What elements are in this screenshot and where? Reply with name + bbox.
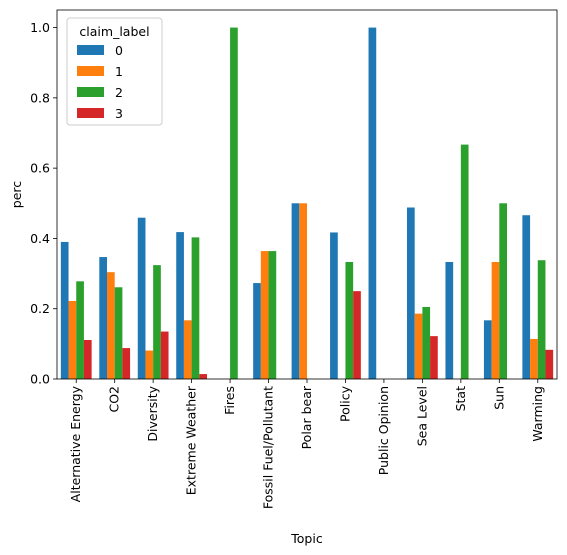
- bar-2-0: [76, 281, 84, 379]
- bar-1-11: [491, 261, 500, 379]
- bar-1-1: [107, 272, 115, 379]
- x-tick-label: Polar bear: [299, 385, 314, 449]
- bar-1-12: [530, 338, 538, 379]
- bar-2-4: [230, 27, 238, 379]
- bar-2-1: [114, 287, 123, 379]
- bar-1-0: [68, 300, 77, 379]
- bar-1-6: [299, 203, 307, 379]
- bar-1-9: [414, 313, 423, 379]
- bar-3-7: [353, 291, 361, 379]
- y-tick-label: 0.0: [30, 372, 50, 387]
- bar-3-9: [430, 336, 438, 379]
- bar-2-5: [268, 251, 277, 379]
- bar-2-7: [345, 261, 354, 379]
- x-tick-label: Warming: [530, 386, 545, 442]
- x-tick-label: Stat: [453, 386, 468, 411]
- legend-swatch-2: [77, 87, 104, 97]
- plot-frame: [56, 9, 558, 380]
- bar-0-12: [522, 215, 531, 379]
- bar-2-10: [460, 144, 469, 379]
- bar-2-9: [422, 306, 431, 379]
- bar-0-3: [176, 232, 184, 379]
- x-tick-label: Public Opinion: [376, 386, 391, 475]
- legend-swatch-0: [77, 45, 104, 55]
- legend: claim_label 0 1 2 3: [66, 17, 163, 126]
- x-axis-label: Topic: [290, 531, 323, 546]
- bar-1-5: [260, 251, 269, 379]
- legend-swatch-1: [77, 66, 104, 76]
- bar-2-12: [537, 260, 546, 379]
- x-tick-label: Fires: [222, 386, 237, 415]
- legend-entry-1: 1: [115, 64, 123, 79]
- bar-2-2: [153, 265, 161, 379]
- legend-box: [66, 17, 163, 126]
- bar-3-0: [83, 339, 92, 379]
- bar-0-8: [368, 27, 377, 379]
- y-axis-ticks: 0.0 0.2 0.4 0.6 0.8 1.0: [30, 20, 57, 387]
- x-tick-label: CO2: [107, 386, 122, 413]
- bar-0-6: [291, 203, 300, 379]
- y-tick-label: 0.2: [30, 301, 50, 316]
- bar-3-12: [545, 349, 554, 379]
- bar-0-10: [445, 261, 454, 379]
- bar-1-3: [183, 320, 192, 379]
- legend-entry-0: 0: [115, 43, 123, 58]
- bar-0-11: [483, 320, 492, 379]
- y-tick-label: 0.8: [30, 90, 50, 105]
- x-tick-label: Extreme Weather: [184, 385, 199, 495]
- legend-title: claim_label: [79, 24, 149, 39]
- bar-0-0: [60, 241, 69, 379]
- bars-layer: [60, 27, 554, 379]
- bar-2-3: [191, 237, 200, 379]
- x-tick-label: Diversity: [145, 385, 160, 441]
- bar-0-5: [253, 283, 261, 379]
- x-tick-label: Sun: [491, 386, 506, 410]
- legend-entry-2: 2: [115, 85, 123, 100]
- legend-entry-3: 3: [115, 106, 123, 121]
- bar-3-1: [122, 348, 131, 379]
- y-tick-label: 1.0: [30, 20, 50, 35]
- legend-items: 0 1 2 3: [77, 43, 123, 121]
- bar-3-3: [199, 374, 207, 379]
- bar-1-2: [145, 350, 154, 379]
- x-tick-label: Sea Level: [414, 386, 429, 446]
- bar-3-2: [160, 331, 169, 379]
- bar-0-2: [137, 217, 146, 379]
- legend-swatch-3: [77, 108, 104, 118]
- bar-0-1: [99, 257, 107, 379]
- x-tick-label: Fossil Fuel/Pollutant: [261, 386, 276, 509]
- bar-0-7: [330, 232, 338, 379]
- y-tick-label: 0.6: [30, 161, 50, 176]
- y-axis-label: perc: [9, 181, 24, 208]
- x-tick-label: Policy: [337, 385, 352, 422]
- x-tick-label: Alternative Energy: [68, 385, 83, 502]
- bar-2-11: [499, 203, 507, 379]
- y-tick-label: 0.4: [30, 231, 50, 246]
- x-axis-ticks: Alternative Energy CO2 Diversity Extreme We…: [68, 379, 545, 509]
- bar-0-9: [407, 207, 415, 379]
